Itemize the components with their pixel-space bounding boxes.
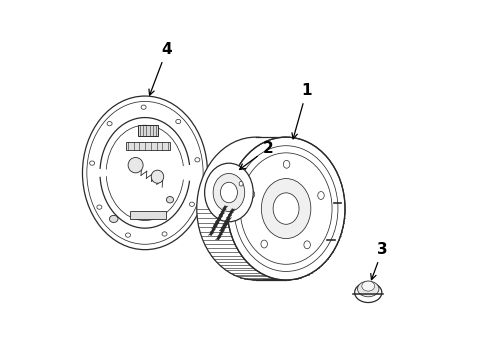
- Ellipse shape: [197, 137, 315, 280]
- Ellipse shape: [261, 240, 268, 248]
- Ellipse shape: [151, 170, 164, 183]
- Text: 2: 2: [240, 141, 273, 170]
- Ellipse shape: [239, 181, 243, 186]
- Ellipse shape: [141, 105, 146, 109]
- Ellipse shape: [128, 157, 143, 173]
- Ellipse shape: [355, 283, 382, 302]
- FancyBboxPatch shape: [130, 211, 166, 219]
- Ellipse shape: [213, 174, 245, 212]
- FancyBboxPatch shape: [138, 125, 158, 136]
- Ellipse shape: [109, 215, 118, 222]
- Ellipse shape: [195, 158, 200, 162]
- Ellipse shape: [273, 193, 299, 224]
- Ellipse shape: [240, 153, 332, 264]
- Ellipse shape: [358, 281, 379, 297]
- Ellipse shape: [167, 197, 173, 203]
- Ellipse shape: [205, 163, 253, 222]
- Ellipse shape: [125, 233, 130, 237]
- Ellipse shape: [261, 179, 311, 239]
- Ellipse shape: [107, 122, 112, 126]
- Ellipse shape: [227, 137, 345, 280]
- Polygon shape: [256, 137, 286, 280]
- Text: 3: 3: [371, 242, 388, 280]
- Ellipse shape: [87, 102, 203, 244]
- Ellipse shape: [162, 232, 167, 236]
- Ellipse shape: [97, 205, 102, 209]
- FancyBboxPatch shape: [126, 141, 170, 150]
- Ellipse shape: [82, 96, 207, 249]
- Ellipse shape: [190, 202, 195, 206]
- Ellipse shape: [318, 192, 324, 199]
- Ellipse shape: [234, 146, 338, 271]
- Text: 1: 1: [292, 83, 312, 139]
- Ellipse shape: [362, 281, 375, 291]
- Ellipse shape: [248, 190, 255, 198]
- Ellipse shape: [283, 160, 290, 168]
- Ellipse shape: [304, 241, 310, 249]
- Text: 4: 4: [149, 42, 172, 95]
- Ellipse shape: [90, 161, 95, 165]
- Ellipse shape: [176, 120, 181, 123]
- Ellipse shape: [220, 182, 238, 203]
